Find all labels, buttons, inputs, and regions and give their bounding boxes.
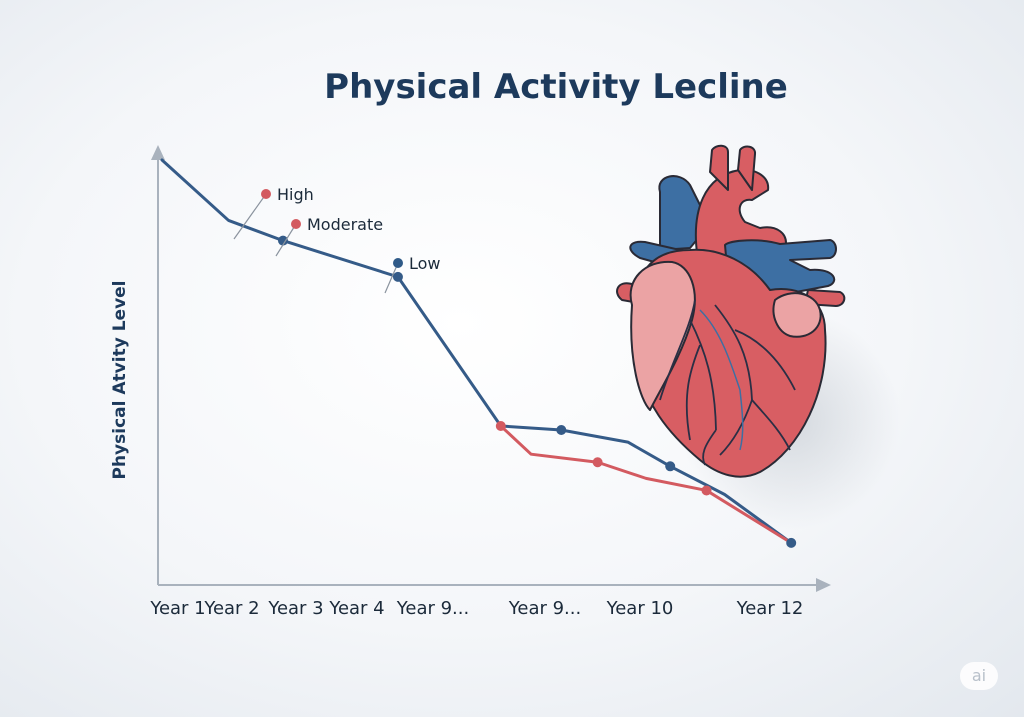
- data-point: [592, 457, 603, 468]
- legend-label: High: [277, 185, 314, 204]
- series-line-2: [499, 424, 793, 545]
- chart-title: Physical Activity Lecline: [324, 67, 788, 107]
- x-tick-label: Year 4: [328, 598, 384, 619]
- data-point: [556, 425, 567, 436]
- watermark-badge: ai: [960, 662, 998, 690]
- data-point: [392, 271, 403, 282]
- data-point: [495, 420, 506, 431]
- x-tick-label: Year 12: [736, 598, 804, 619]
- data-point: [786, 537, 797, 548]
- data-point: [665, 461, 676, 472]
- legend-marker: [261, 189, 271, 199]
- legend-leader-line: [275, 223, 297, 257]
- x-tick-label: Year 9...: [396, 598, 469, 619]
- legend-label: Moderate: [307, 215, 383, 234]
- legend-marker: [291, 219, 301, 229]
- legend-leader-line: [233, 193, 267, 240]
- y-axis-arrow: [151, 145, 165, 160]
- data-point: [701, 485, 712, 496]
- series-line-1: [160, 158, 793, 545]
- data-point: [278, 235, 288, 246]
- y-axis-label: Physical Atvity Level: [110, 280, 130, 479]
- legend-leader-line: [384, 262, 399, 294]
- x-tick-label: Year 2: [203, 598, 259, 619]
- heart-illustration: [616, 144, 900, 530]
- x-tick-label: Year 3: [267, 598, 323, 619]
- x-tick-label: Year 9...: [508, 598, 581, 619]
- series-layer: [160, 158, 797, 548]
- x-tick-label: Year 1: [149, 598, 205, 619]
- legend-marker: [393, 258, 403, 268]
- legend-label: Low: [409, 254, 441, 273]
- x-axis-arrow: [816, 578, 831, 592]
- axes: [151, 145, 831, 592]
- x-tick-label: Year 10: [606, 598, 674, 619]
- legend: High Moderate Low: [233, 185, 441, 294]
